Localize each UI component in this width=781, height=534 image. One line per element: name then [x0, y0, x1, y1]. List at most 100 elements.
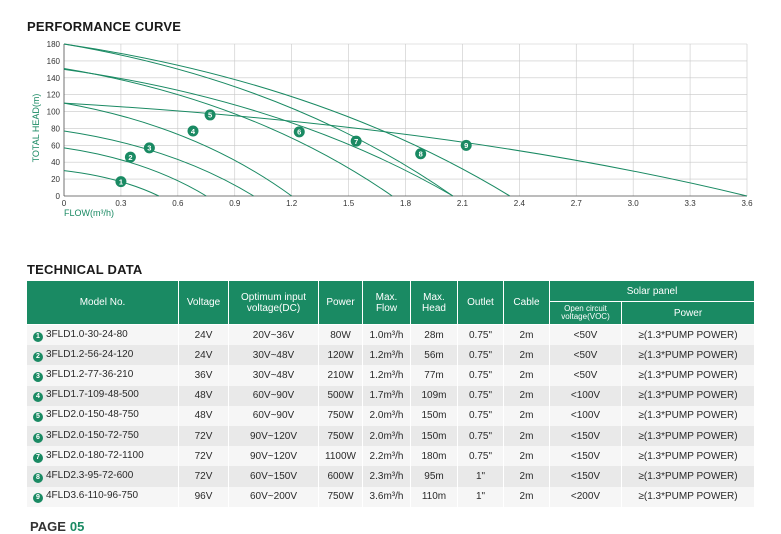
header-max-flow: Max. Flow: [363, 281, 411, 325]
cell-model: 7 3FLD2.0-180-72-1100: [27, 446, 179, 467]
cell-solar-power: ≥(1.3*PUMP POWER): [622, 325, 754, 346]
header-model: Model No.: [27, 281, 179, 325]
header-voltage: Voltage: [179, 281, 229, 325]
curve-1-line: [63, 170, 160, 197]
cell-voltage: 48V: [179, 405, 229, 426]
curve-number-badge: 4: [33, 392, 43, 403]
cell-cable: 2m: [504, 345, 550, 366]
cell-model: 5 3FLD2.0-150-48-750: [27, 405, 179, 426]
cell-outlet: 1": [458, 486, 504, 507]
cell-cable: 2m: [504, 325, 550, 346]
cell-cable: 2m: [504, 486, 550, 507]
curve-6-marker: [293, 126, 305, 138]
cell-model: 4 3FLD1.7-109-48-500: [27, 385, 179, 406]
cell-power: 500W: [319, 385, 363, 406]
curve-number-badge: 6: [33, 432, 43, 443]
cell-cable: 2m: [504, 446, 550, 467]
y-tick-label: 20: [51, 175, 60, 184]
header-optimum-voltage: Optimum input voltage(DC): [229, 281, 319, 325]
curve-number-badge: 7: [33, 452, 43, 463]
x-tick-label: 1.5: [343, 199, 355, 208]
curve-3-line: [63, 130, 254, 197]
cell-max-head: 110m: [411, 486, 458, 507]
curve-2-marker: [124, 151, 136, 163]
y-axis-label: TOTAL HEAD(m): [31, 94, 41, 163]
curve-5-line: [63, 67, 393, 197]
curve-6-line: [63, 68, 454, 197]
curve-number-badge: 8: [33, 472, 43, 483]
cell-solar-power: ≥(1.3*PUMP POWER): [622, 345, 754, 366]
curve-8-line: [63, 43, 511, 197]
table-row: 4 3FLD1.7-109-48-500 48V 60V~90V 500W 1.7m³/h…: [27, 385, 754, 406]
cell-max-flow: 2.0m³/h: [363, 425, 411, 447]
cell-power: 750W: [319, 405, 363, 426]
y-tick-label: 120: [47, 91, 61, 100]
curve-5-marker: [204, 109, 216, 121]
model-number: 3FLD2.0-180-72-1100: [46, 449, 144, 461]
cell-open-circuit-voltage: <100V: [550, 385, 622, 406]
cell-cable: 2m: [504, 365, 550, 386]
table-row: 6 3FLD2.0-150-72-750 72V 90V~120V 750W 2.0m³/…: [27, 425, 754, 447]
x-tick-label: 2.4: [514, 199, 526, 208]
cell-cable: 2m: [504, 405, 550, 426]
curve-number-badge: 2: [33, 351, 43, 362]
cell-max-flow: 3.6m³/h: [363, 486, 411, 507]
curve-number-badge: 5: [33, 412, 43, 423]
curve-5-marker-label: 5: [208, 111, 212, 120]
curve-7-marker-label: 7: [354, 137, 358, 146]
x-tick-label: 0.9: [229, 199, 241, 208]
cell-cable: 2m: [504, 466, 550, 487]
y-tick-label: 180: [47, 40, 61, 49]
cell-max-head: 109m: [411, 385, 458, 406]
y-tick-label: 40: [51, 158, 60, 167]
cell-optimum-voltage: 90V~120V: [229, 425, 319, 447]
cell-optimum-voltage: 90V~120V: [229, 446, 319, 467]
model-number: 4FLD3.6-110-96-750: [46, 490, 139, 502]
cell-max-head: 56m: [411, 345, 458, 366]
cell-voltage: 96V: [179, 486, 229, 507]
curve-4-marker: [187, 125, 199, 137]
x-tick-label: 3.6: [741, 199, 753, 208]
cell-max-flow: 1.2m³/h: [363, 345, 411, 366]
cell-open-circuit-voltage: <150V: [550, 425, 622, 447]
cell-max-head: 150m: [411, 425, 458, 447]
cell-cable: 2m: [504, 385, 550, 406]
cell-max-flow: 2.3m³/h: [363, 466, 411, 487]
y-tick-label: 140: [47, 74, 61, 83]
curve-4-line: [63, 102, 292, 197]
x-tick-label: 0.6: [172, 199, 184, 208]
curve-1-marker-label: 1: [119, 177, 123, 186]
cell-max-head: 180m: [411, 446, 458, 467]
cell-model: 6 3FLD2.0-150-72-750: [27, 425, 179, 447]
cell-solar-power: ≥(1.3*PUMP POWER): [622, 385, 754, 406]
cell-voltage: 48V: [179, 385, 229, 406]
curve-1-marker: [115, 176, 127, 188]
curve-2-marker-label: 2: [128, 153, 132, 162]
cell-model: 9 4FLD3.6-110-96-750: [27, 486, 179, 507]
x-tick-label: 0: [62, 199, 67, 208]
cell-outlet: 0.75": [458, 345, 504, 366]
model-number: 3FLD1.7-109-48-500: [46, 389, 139, 401]
curve-number-badge: 1: [33, 331, 43, 342]
cell-optimum-voltage: 30V~48V: [229, 365, 319, 386]
model-number: 3FLD1.0-30-24-80: [46, 328, 128, 340]
x-tick-label: 2.1: [457, 199, 469, 208]
x-tick-label: 3.3: [685, 199, 697, 208]
curve-9-line: [63, 102, 748, 197]
cell-optimum-voltage: 60V~150V: [229, 466, 319, 487]
model-number: 3FLD1.2-77-36-210: [46, 368, 134, 380]
header-open-circuit-voltage: Open circuit voltage(VOC): [550, 302, 622, 325]
cell-max-flow: 1.0m³/h: [363, 325, 411, 346]
curve-2-line: [63, 147, 207, 197]
cell-solar-power: ≥(1.3*PUMP POWER): [622, 365, 754, 386]
cell-voltage: 72V: [179, 425, 229, 447]
performance-curve-chart: 0 0.3 0.6 0.9 1.2 1.5 1.8 2.1 2.4 2.7 3.0 3.3 3.6 0 20…: [31, 40, 753, 218]
cell-max-flow: 1.2m³/h: [363, 365, 411, 386]
cell-power: 210W: [319, 365, 363, 386]
cell-outlet: 1": [458, 466, 504, 487]
cell-outlet: 0.75": [458, 446, 504, 467]
cell-voltage: 36V: [179, 365, 229, 386]
cell-optimum-voltage: 20V~36V: [229, 325, 319, 346]
curve-8-marker-label: 8: [419, 150, 423, 159]
cell-max-head: 95m: [411, 466, 458, 487]
